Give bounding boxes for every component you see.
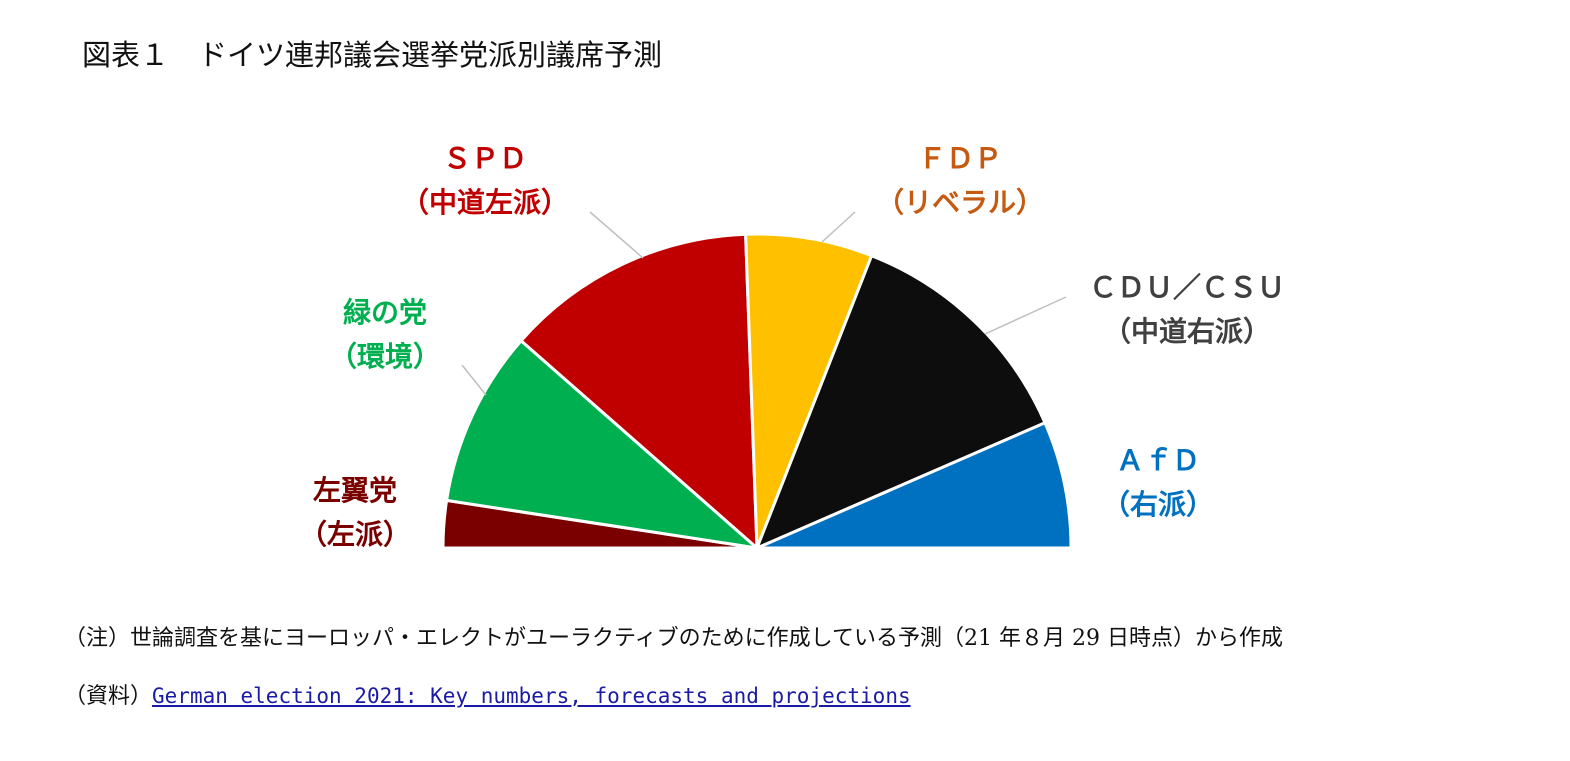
slice-sublabel-4: （中道右派） [1103, 315, 1271, 348]
slice-label-4: ＣＤＵ／ＣＳＵ [1089, 271, 1285, 304]
slice-label-1: 緑の党 [343, 296, 427, 329]
chart-leader-lines [461, 211, 1067, 396]
slice-sublabel-5: （右派） [1102, 488, 1214, 521]
slice-sublabel-3: （リベラル） [876, 186, 1044, 219]
leader-line-3 [821, 211, 856, 243]
slice-sublabel-1: （環境） [329, 340, 441, 373]
seat-projection-chart: 左翼党 （左派） 緑の党 （環境） ＳＰＤ （中道左派） ＦＤＰ （リベラル） ＣＤＵ／ＣＳＵ （… [299, 142, 1285, 552]
source-line: （資料）German election 2021: Key numbers, f… [64, 678, 911, 710]
chart-labels: 左翼党 （左派） 緑の党 （環境） ＳＰＤ （中道左派） ＦＤＰ （リベラル） ＣＤＵ／ＣＳＵ （… [299, 142, 1285, 551]
leader-line-2 [589, 211, 644, 259]
slice-sublabel-0: （左派） [299, 518, 411, 551]
slice-2 [518, 232, 759, 552]
chart-note: （注）世論調査を基にヨーロッパ・エレクトがユーラクティブのために作成している予測… [64, 626, 1283, 651]
chart-slices [441, 232, 1073, 552]
leader-line-1 [461, 364, 487, 396]
figure-title: 図表１ ドイツ連邦議会選挙党派別議席予測 [82, 38, 663, 72]
slice-label-0: 左翼党 [313, 474, 397, 507]
slice-label-5: ＡｆＤ [1116, 444, 1200, 477]
slice-5 [756, 420, 1073, 550]
leader-line-4 [984, 296, 1067, 335]
slice-label-2: ＳＰＤ [443, 142, 527, 175]
source-link[interactable]: German election 2021: Key numbers, forec… [152, 684, 911, 708]
slice-1 [444, 338, 762, 551]
slice-label-3: ＦＤＰ [918, 142, 1002, 175]
slice-3 [744, 232, 874, 549]
source-prefix: （資料） [64, 684, 153, 709]
slice-4 [754, 253, 1047, 551]
slice-sublabel-2: （中道左派） [401, 186, 569, 219]
